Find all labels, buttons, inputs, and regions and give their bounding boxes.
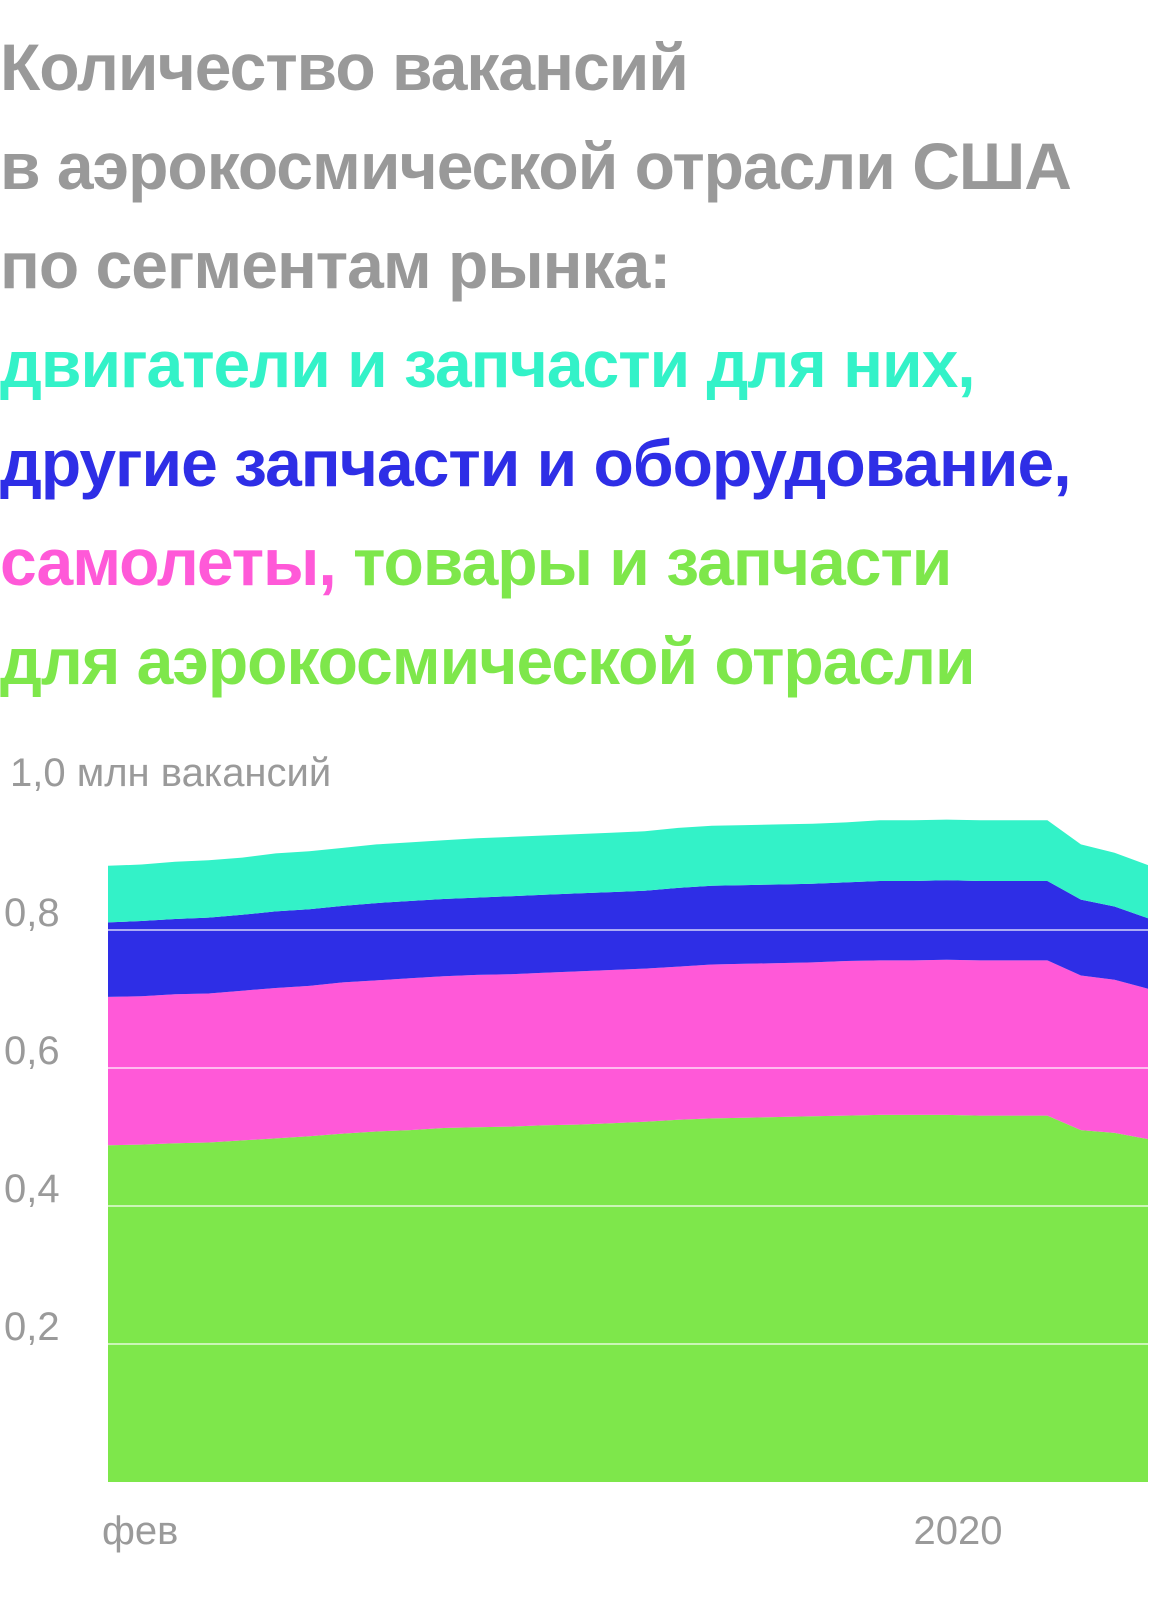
chart-gridlines bbox=[108, 929, 1148, 1345]
y-tick-label: 0,4 bbox=[4, 1167, 60, 1211]
series-area-engines bbox=[108, 819, 1148, 923]
legend-line-aircraft-products: самолеты, товары и запчасти bbox=[0, 513, 1160, 612]
series-area-aerospace-products bbox=[108, 1114, 1148, 1482]
chart-areas bbox=[108, 819, 1148, 1482]
series-area-other-parts bbox=[108, 880, 1148, 997]
x-tick-label: 2020 bbox=[914, 1509, 1003, 1553]
title-line-3: по сегментам рынка: bbox=[0, 228, 671, 302]
y-tick-label: 0,6 bbox=[4, 1029, 60, 1073]
series-area-aircraft bbox=[108, 959, 1148, 1146]
stacked-area-chart: 0,2 0,4 0,6 0,8 1,0 млн вакансий фев 2020 bbox=[4, 751, 1148, 1553]
y-tick-label: 0,8 bbox=[4, 891, 60, 935]
chart-labels: 0,2 0,4 0,6 0,8 1,0 млн вакансий фев 2020 bbox=[4, 751, 1002, 1553]
legend-engines: двигатели и запчасти для них, bbox=[0, 327, 976, 401]
chart-title: Количество вакансий в аэрокосмической от… bbox=[0, 18, 1160, 711]
legend-aircraft: самолеты, bbox=[0, 525, 337, 599]
title-line-1: Количество вакансий bbox=[0, 30, 689, 104]
y-tick-label: 0,2 bbox=[4, 1305, 60, 1349]
legend-aerospace-products-cont: для аэрокосмической отрасли bbox=[0, 624, 976, 698]
x-tick-label: фев bbox=[102, 1509, 178, 1553]
legend-aerospace-products: товары и запчасти bbox=[335, 525, 952, 599]
title-line-2: в аэрокосмической отрасли США bbox=[0, 129, 1072, 203]
y-axis-label: 1,0 млн вакансий bbox=[10, 751, 331, 795]
legend-other-parts: другие запчасти и оборудование, bbox=[0, 426, 1072, 500]
